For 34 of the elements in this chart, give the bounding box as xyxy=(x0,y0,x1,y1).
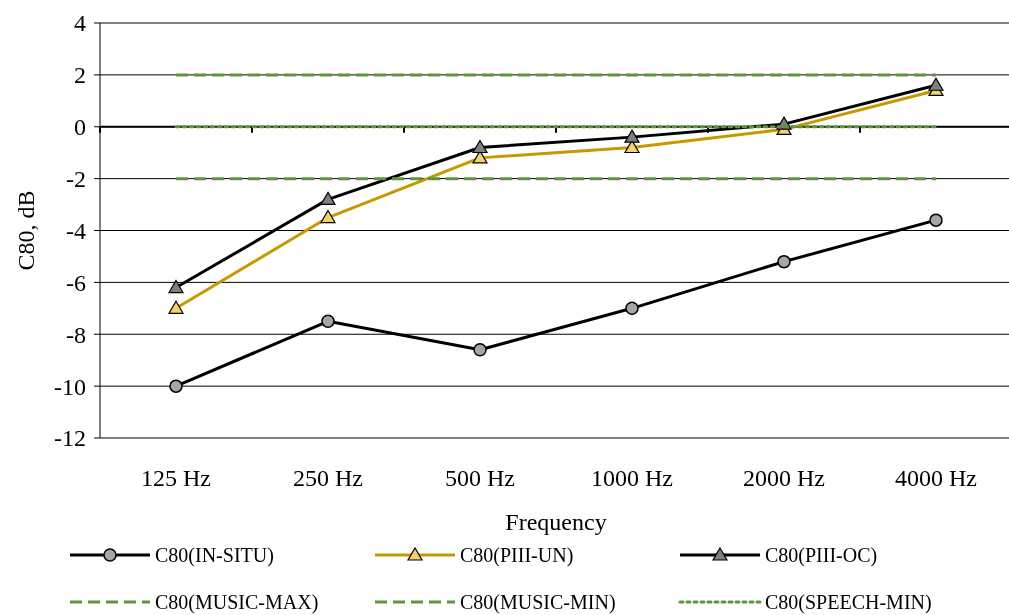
point xyxy=(929,213,943,227)
y-tick-label: -4 xyxy=(66,217,86,244)
point xyxy=(777,254,791,269)
legend-label: C80(MUSIC-MIN) xyxy=(460,591,616,614)
x-tick-label: 500 Hz xyxy=(445,465,515,491)
y-tick-label: -6 xyxy=(66,269,86,296)
y-tick-label: 0 xyxy=(74,114,86,141)
y-tick-label: -2 xyxy=(66,166,86,193)
point xyxy=(169,379,183,393)
x-tick-label: 1000 Hz xyxy=(591,465,673,491)
point xyxy=(928,77,944,91)
legend-label: C80(PIII-UN) xyxy=(460,544,574,567)
y-tick-label: -10 xyxy=(54,373,86,400)
legend-label: C80(IN-SITU) xyxy=(155,544,274,567)
point xyxy=(472,139,488,154)
x-tick-label: 2000 Hz xyxy=(743,465,825,491)
point xyxy=(624,129,640,143)
point xyxy=(473,343,487,357)
x-tick-label: 125 Hz xyxy=(141,465,211,491)
legend-label: C80(PIII-OC) xyxy=(765,544,878,567)
y-axis-title: C80, dB xyxy=(13,190,39,271)
point xyxy=(320,191,336,205)
y-tick-label: -8 xyxy=(66,321,86,348)
x-axis-title: Frequency xyxy=(505,509,607,535)
point xyxy=(168,279,184,294)
y-tick-label: 4 xyxy=(74,10,86,37)
y-tick-label: -12 xyxy=(54,425,86,452)
legend-label: C80(MUSIC-MAX) xyxy=(155,591,319,614)
legend-label: C80(SPEECH-MIN) xyxy=(765,591,932,614)
x-tick-label: 250 Hz xyxy=(293,465,363,491)
point xyxy=(321,314,335,329)
point xyxy=(625,301,639,316)
x-tick-label: 4000 Hz xyxy=(895,465,977,491)
y-tick-label: 2 xyxy=(74,62,86,89)
